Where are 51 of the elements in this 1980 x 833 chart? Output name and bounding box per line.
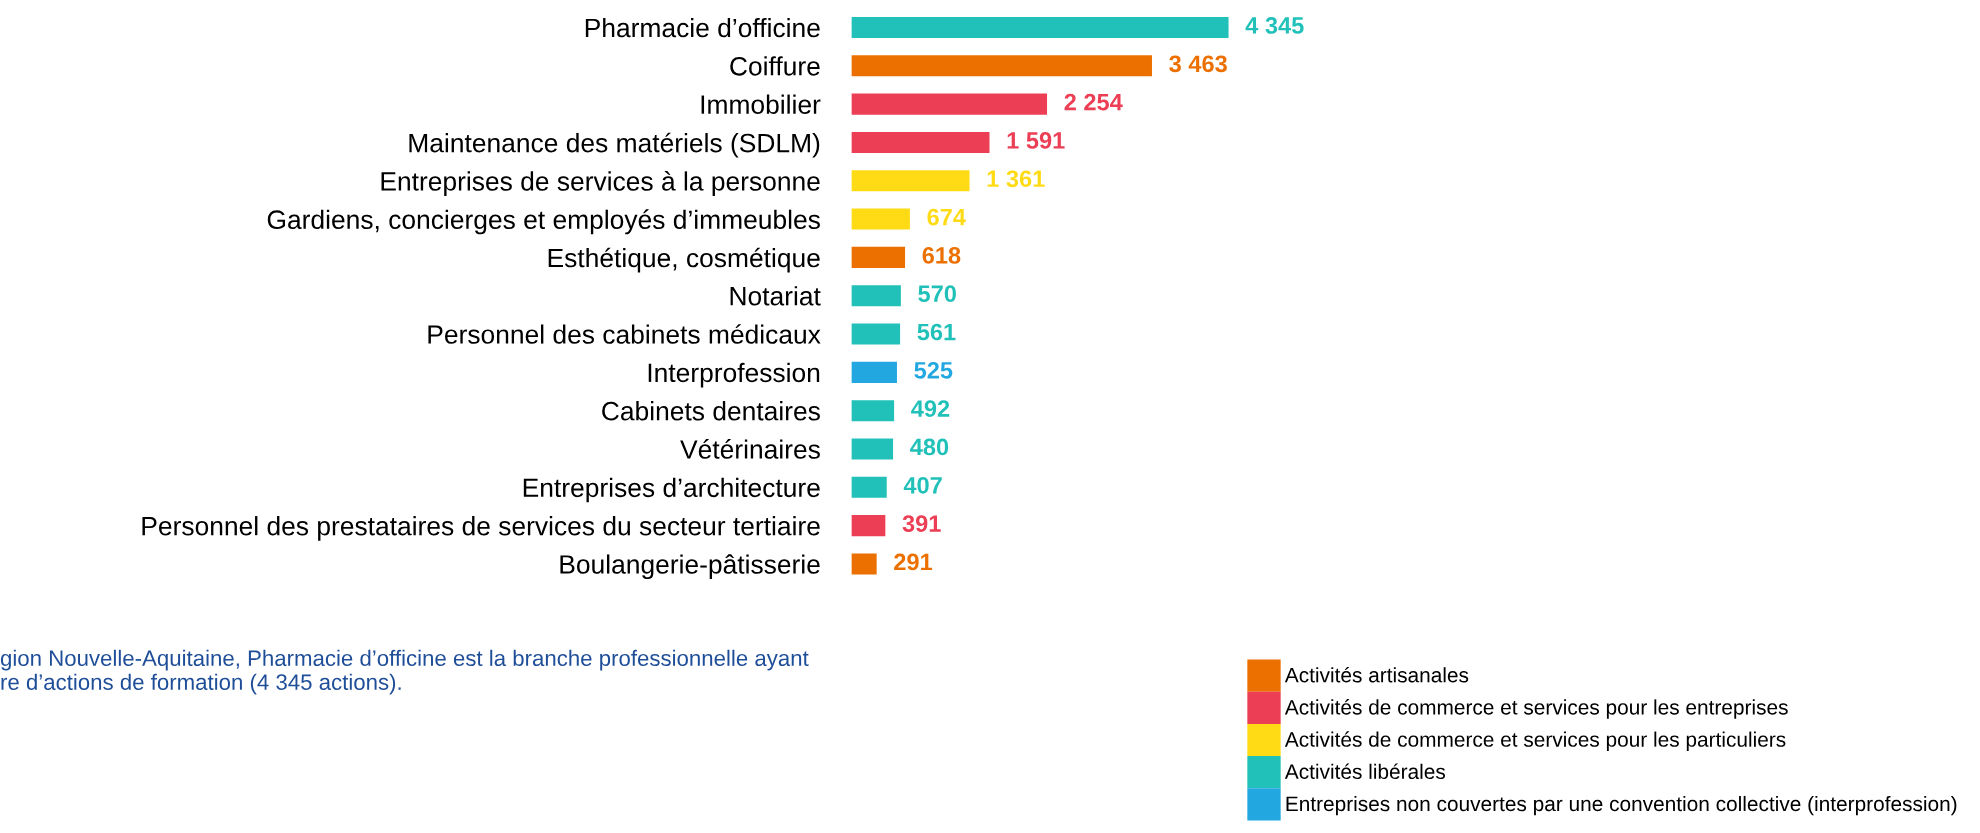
bar — [851, 323, 901, 345]
data-label: 407 — [903, 476, 942, 494]
bar — [851, 400, 895, 422]
bar — [851, 16, 1229, 39]
y-tick-label: Cabinets dentaires — [602, 401, 820, 421]
data-label: 674 — [927, 208, 966, 226]
data-label: 492 — [911, 400, 950, 418]
data-label: 291 — [894, 553, 933, 571]
bar — [851, 93, 1048, 115]
y-tick-label: Entreprises d’architecture — [523, 477, 820, 503]
bar — [851, 285, 901, 307]
text: gion Nouvelle-Aquitaine, Pharmacie d’officine est la branche professionnelle ayant re d’actions de formation (4 345 actions). — [0, 649, 809, 695]
bar — [851, 476, 887, 498]
y-tick-label: Maintenance des matériels (SDLM) — [409, 132, 820, 158]
y-tick-label: Esthétique, cosmétique — [548, 247, 820, 273]
y-tick-label: Personnel des cabinets médicaux — [428, 324, 821, 344]
bar — [851, 515, 886, 537]
data-label: 570 — [918, 285, 956, 303]
y-tick-label: Vétérinaires — [680, 439, 820, 459]
data-label: 4 345 — [1245, 17, 1304, 34]
y-tick-label: Gardiens, concierges et employés d’immeubles — [267, 209, 820, 235]
y-tick-label: Boulangerie-pâtisserie — [560, 554, 820, 580]
bar — [851, 170, 970, 192]
data-label: 525 — [914, 361, 953, 379]
data-label: 391 — [902, 515, 941, 532]
bar — [851, 208, 910, 230]
data-label: 3 463 — [1169, 55, 1227, 73]
legend-label: Activités de commerce et services pour les entreprises — [1284, 699, 1788, 719]
bar — [851, 438, 894, 460]
bar — [851, 361, 897, 383]
y-tick-label: Personnel des prestataires de services du secteur tertiaire — [142, 516, 820, 541]
bar — [851, 131, 990, 153]
legend-label: Activités libérales — [1284, 763, 1446, 780]
bar — [851, 246, 906, 268]
legend-label: Activités artisanales — [1284, 666, 1469, 683]
data-label: 618 — [922, 247, 961, 264]
y-tick-label: Immobilier — [701, 94, 821, 114]
y-tick-label: Interprofession — [648, 362, 820, 388]
bar — [851, 553, 877, 575]
data-label: 2 254 — [1064, 93, 1123, 111]
y-tick-label: Notariat — [730, 286, 821, 306]
data-label: 480 — [910, 438, 949, 456]
legend-label: Entreprises non couvertes par une convention collective (interprofession) — [1286, 795, 1957, 816]
data-label: 561 — [917, 323, 956, 341]
y-tick-label: Pharmacie d’officine — [585, 17, 820, 38]
bar — [851, 55, 1152, 77]
y-tick-label: Entreprises de services à la personne — [381, 171, 820, 196]
legend-label: Activités de commerce et services pour les particuliers — [1284, 731, 1786, 751]
data-label: 1 361 — [987, 170, 1045, 188]
data-label: 1 591 — [1007, 132, 1065, 149]
y-tick-label: Coiffure — [730, 56, 820, 76]
